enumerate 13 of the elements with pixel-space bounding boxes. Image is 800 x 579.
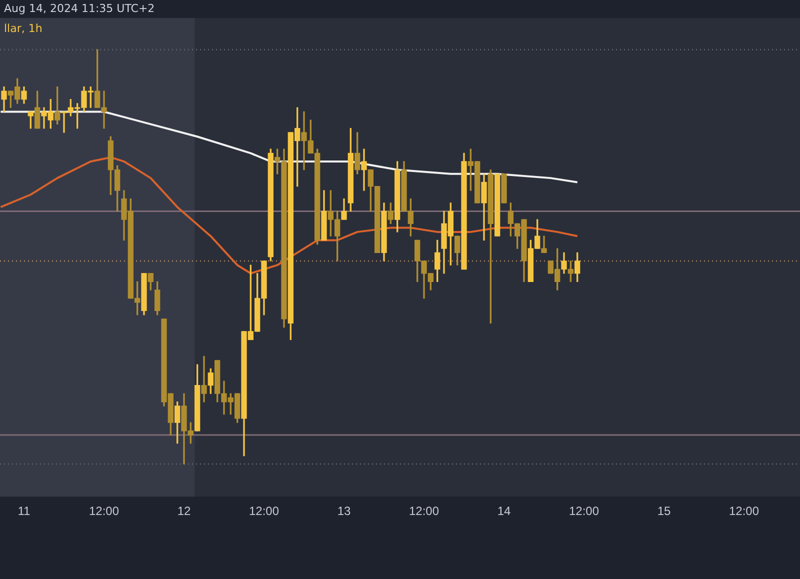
x-tick-label: 11 (18, 504, 31, 518)
x-tick-label: 15 (657, 504, 671, 518)
x-tick-label: 14 (497, 504, 511, 518)
x-tick-label: 12 (177, 504, 191, 518)
chart-title: Aug 14, 2024 11:35 UTC+2 (4, 2, 155, 15)
x-tick-label: 13 (337, 504, 351, 518)
x-tick-label: 12:00 (408, 504, 440, 518)
x-tick-label: 12:00 (88, 504, 120, 518)
candlestick (501, 174, 507, 204)
x-tick-label: 12:00 (248, 504, 280, 518)
x-tick-label: 12:00 (728, 504, 760, 518)
chart-subtitle: llar, 1h (4, 22, 42, 35)
x-tick-label: 12:00 (568, 504, 600, 518)
